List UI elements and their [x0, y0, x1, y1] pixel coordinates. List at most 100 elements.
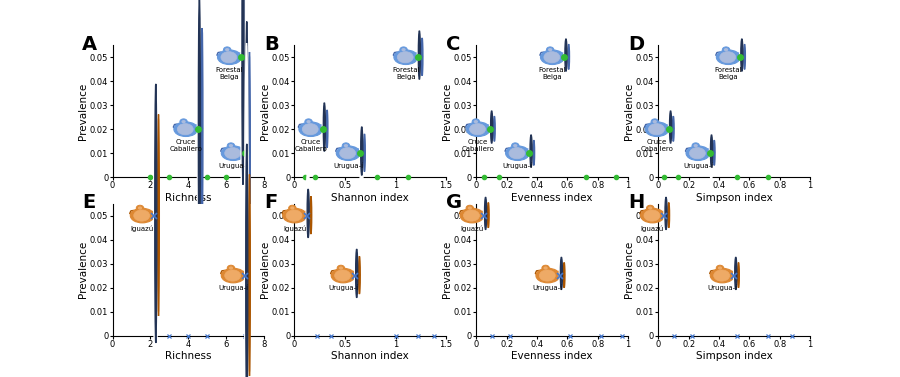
Ellipse shape: [228, 265, 235, 271]
Ellipse shape: [513, 144, 518, 147]
Ellipse shape: [299, 122, 323, 136]
Ellipse shape: [716, 50, 741, 64]
Ellipse shape: [470, 124, 485, 135]
Text: Urugua-í: Urugua-í: [218, 285, 248, 291]
Text: Cruce
Caballero: Cruce Caballero: [169, 139, 202, 152]
Circle shape: [242, 0, 244, 185]
Text: C: C: [446, 35, 461, 54]
Y-axis label: Prevalence: Prevalence: [443, 83, 453, 140]
Text: Forestal
Belga: Forestal Belga: [216, 67, 243, 80]
Text: Urugua-í: Urugua-í: [328, 285, 358, 291]
Y-axis label: Prevalence: Prevalence: [260, 83, 270, 140]
Ellipse shape: [225, 48, 230, 51]
Circle shape: [155, 84, 157, 343]
Text: G: G: [446, 193, 463, 212]
Text: Iguazú: Iguazú: [283, 225, 306, 231]
Ellipse shape: [468, 206, 472, 210]
Ellipse shape: [686, 146, 710, 161]
Text: Urugua-í: Urugua-í: [218, 162, 248, 169]
Ellipse shape: [220, 52, 237, 63]
Circle shape: [248, 174, 250, 376]
Y-axis label: Prevalence: Prevalence: [443, 241, 453, 298]
Text: Cruce
Caballero: Cruce Caballero: [294, 139, 328, 152]
Ellipse shape: [221, 146, 245, 161]
Circle shape: [358, 256, 360, 294]
Circle shape: [360, 108, 364, 194]
X-axis label: Evenness index: Evenness index: [511, 193, 593, 203]
Ellipse shape: [694, 144, 698, 147]
Text: E: E: [82, 193, 95, 212]
Ellipse shape: [331, 268, 356, 283]
Text: Iguazú: Iguazú: [130, 225, 154, 231]
Ellipse shape: [302, 211, 311, 218]
Ellipse shape: [283, 208, 307, 223]
Text: Urugua-í: Urugua-í: [683, 162, 713, 169]
Ellipse shape: [401, 48, 406, 51]
Ellipse shape: [193, 125, 202, 132]
Ellipse shape: [180, 119, 187, 124]
Ellipse shape: [660, 211, 670, 218]
Ellipse shape: [306, 120, 310, 123]
Ellipse shape: [221, 268, 245, 283]
Ellipse shape: [649, 124, 664, 135]
Text: Urugua-í: Urugua-í: [502, 162, 533, 169]
Ellipse shape: [177, 124, 194, 135]
Text: Cruce
Caballero: Cruce Caballero: [641, 139, 673, 152]
Ellipse shape: [136, 205, 144, 211]
Ellipse shape: [541, 50, 564, 64]
Ellipse shape: [289, 205, 296, 211]
Ellipse shape: [716, 265, 724, 271]
Circle shape: [246, 144, 248, 377]
Ellipse shape: [472, 119, 480, 124]
Ellipse shape: [652, 120, 657, 123]
Circle shape: [361, 127, 363, 175]
Circle shape: [734, 245, 737, 302]
Ellipse shape: [473, 120, 478, 123]
X-axis label: Simpson index: Simpson index: [696, 351, 772, 362]
Circle shape: [563, 262, 565, 288]
Circle shape: [158, 114, 159, 316]
Ellipse shape: [413, 53, 423, 60]
Text: D: D: [628, 35, 644, 54]
Ellipse shape: [229, 144, 233, 147]
Circle shape: [154, 0, 157, 377]
Ellipse shape: [339, 148, 356, 159]
Ellipse shape: [464, 210, 480, 221]
Ellipse shape: [664, 125, 674, 132]
Text: Urugua-í: Urugua-í: [707, 285, 737, 291]
Ellipse shape: [646, 205, 654, 211]
Text: Forestal
Belga: Forestal Belga: [538, 67, 566, 80]
Circle shape: [197, 0, 201, 357]
Ellipse shape: [286, 210, 302, 221]
Circle shape: [323, 103, 326, 151]
Circle shape: [665, 197, 667, 230]
Circle shape: [310, 196, 311, 234]
Circle shape: [734, 257, 737, 290]
Circle shape: [364, 134, 365, 172]
Ellipse shape: [240, 149, 250, 156]
Ellipse shape: [228, 143, 235, 149]
Y-axis label: Prevalence: Prevalence: [625, 83, 634, 140]
Ellipse shape: [342, 143, 349, 149]
Ellipse shape: [539, 270, 555, 281]
Ellipse shape: [651, 119, 659, 124]
Ellipse shape: [689, 148, 706, 159]
Ellipse shape: [544, 267, 548, 270]
Circle shape: [672, 116, 674, 141]
Circle shape: [738, 262, 739, 288]
Ellipse shape: [705, 149, 715, 156]
Circle shape: [418, 12, 421, 98]
Circle shape: [306, 170, 310, 257]
Ellipse shape: [511, 143, 519, 149]
Ellipse shape: [337, 146, 360, 161]
Circle shape: [483, 185, 487, 242]
Circle shape: [668, 202, 670, 228]
Ellipse shape: [344, 144, 348, 147]
Circle shape: [529, 122, 533, 180]
Text: A: A: [82, 35, 97, 54]
X-axis label: Simpson index: Simpson index: [696, 193, 772, 203]
Ellipse shape: [134, 210, 149, 221]
Text: Urugua-í: Urugua-í: [333, 162, 364, 169]
Ellipse shape: [485, 125, 495, 132]
Ellipse shape: [729, 271, 739, 278]
